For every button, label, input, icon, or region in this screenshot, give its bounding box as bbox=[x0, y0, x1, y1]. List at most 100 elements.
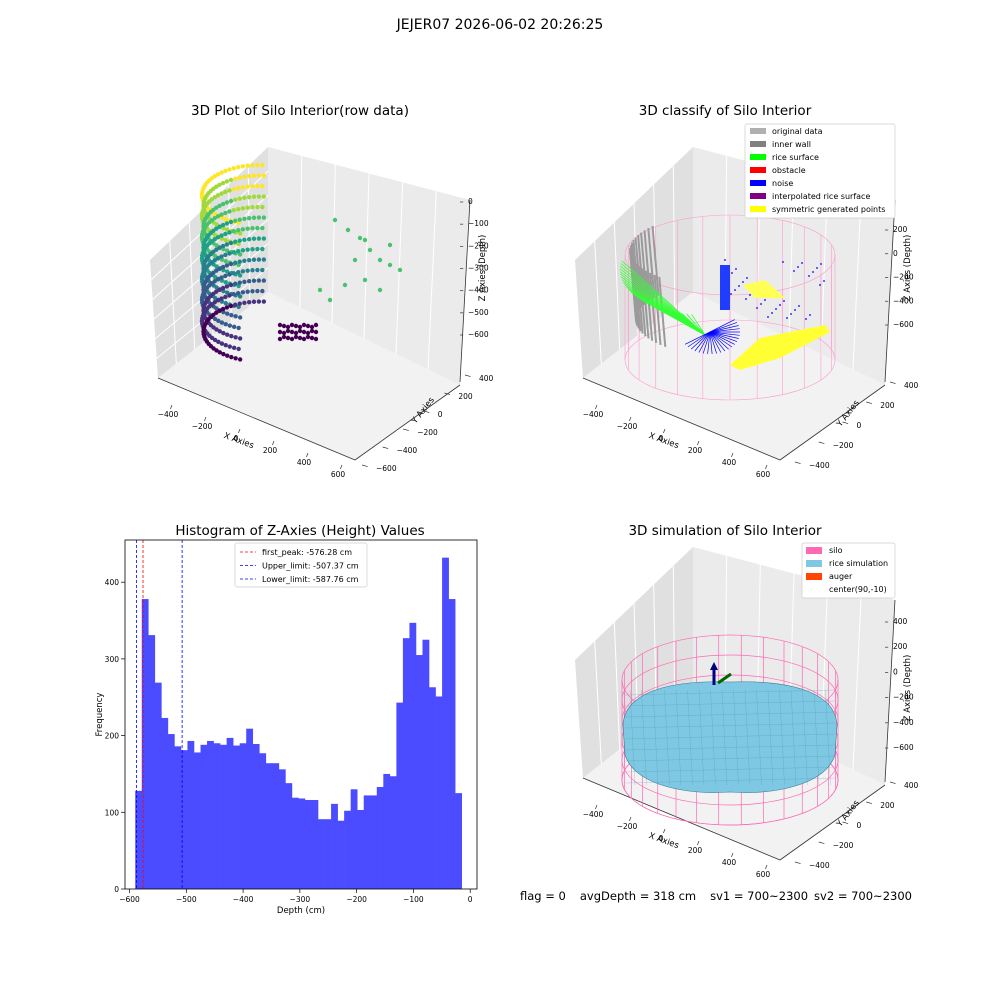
plot-frame bbox=[124, 539, 478, 890]
raw-point bbox=[245, 226, 250, 231]
axis-line bbox=[582, 777, 781, 861]
histogram-bar bbox=[265, 763, 273, 889]
classify-plot-title: 3D classify of Silo Interior bbox=[638, 103, 812, 119]
legend-swatch bbox=[750, 141, 766, 147]
raw-point bbox=[214, 289, 219, 294]
noise-ray bbox=[709, 331, 738, 342]
raw-point bbox=[228, 261, 234, 267]
y-axis-tick-label: 200 bbox=[880, 801, 895, 810]
z-axis-tick-label: −600 bbox=[893, 320, 914, 329]
histogram-bar bbox=[148, 635, 156, 889]
legend-swatch bbox=[750, 193, 766, 199]
axes-box bbox=[150, 147, 471, 461]
raw-point bbox=[227, 251, 232, 256]
raw-point bbox=[227, 230, 232, 235]
x-axis-tick bbox=[663, 428, 666, 434]
grid-line bbox=[852, 191, 862, 370]
z-axis-label: Z Axies (Depth) bbox=[903, 235, 913, 302]
y-axis-tick-label: 0 bbox=[438, 410, 443, 419]
x-axis-label: X Axies bbox=[222, 431, 255, 451]
histogram-bar bbox=[350, 789, 358, 889]
raw-point bbox=[223, 189, 228, 195]
symmetric-region bbox=[743, 280, 785, 298]
avg-depth-text: avgDepth = 318 cm bbox=[579, 889, 697, 903]
raw-point bbox=[377, 257, 383, 263]
y-axis-tick-label: 0 bbox=[857, 821, 862, 830]
grid-line bbox=[594, 641, 602, 764]
raw-point-cloud bbox=[199, 162, 403, 362]
raw-point bbox=[250, 289, 255, 294]
noise-point bbox=[742, 281, 744, 283]
histogram-bar bbox=[141, 599, 149, 889]
rice-mesh-line bbox=[825, 689, 831, 786]
x-axis-tick bbox=[697, 840, 700, 846]
raw-point bbox=[246, 278, 252, 284]
rice-mesh-line bbox=[641, 689, 647, 786]
rice-mesh-line bbox=[664, 689, 670, 786]
raw-point bbox=[227, 344, 233, 349]
raw-point bbox=[251, 215, 257, 220]
x-tick-label: −600 bbox=[119, 895, 140, 904]
histogram-bar bbox=[324, 819, 332, 889]
x-tick-label: −200 bbox=[346, 895, 367, 904]
simulation-legend: silo rice simulation auger center(90,-10) bbox=[801, 542, 896, 599]
raw-point bbox=[246, 194, 252, 200]
noise-point bbox=[767, 316, 769, 318]
axis-line bbox=[779, 784, 886, 861]
raw-point bbox=[250, 163, 255, 168]
raw-point bbox=[214, 184, 219, 189]
raw-point bbox=[219, 212, 224, 217]
histogram-bar bbox=[272, 763, 280, 889]
raw-point bbox=[231, 324, 237, 330]
grid-line bbox=[427, 191, 437, 370]
raw-point bbox=[227, 209, 232, 214]
raw-point bbox=[260, 162, 265, 168]
y-axis-tick-label: −200 bbox=[833, 841, 854, 850]
raw-point bbox=[237, 336, 243, 341]
axis-line bbox=[157, 377, 356, 461]
raw-point bbox=[260, 204, 265, 210]
noise-point bbox=[764, 299, 766, 301]
raw-point bbox=[215, 277, 221, 282]
histogram-bar bbox=[396, 702, 404, 889]
raw-point bbox=[224, 221, 230, 226]
raw-point bbox=[305, 330, 311, 336]
histogram-bar bbox=[246, 728, 254, 889]
noise-point bbox=[819, 284, 821, 286]
raw-point bbox=[221, 351, 226, 357]
rice-surface-ray bbox=[686, 313, 706, 336]
raw-point bbox=[224, 179, 230, 184]
raw-point bbox=[223, 231, 228, 237]
x-axis-label: X Axies bbox=[647, 431, 680, 451]
grid-line bbox=[594, 241, 602, 364]
legend-label: silo bbox=[829, 546, 843, 555]
raw-point bbox=[281, 323, 287, 329]
y-axis-tick-label: −400 bbox=[397, 446, 418, 455]
z-axis-tick-label: −400 bbox=[893, 718, 914, 727]
noise-ray bbox=[707, 331, 711, 354]
raw-point bbox=[261, 278, 267, 283]
legend-swatch bbox=[806, 560, 822, 567]
raw-point bbox=[256, 299, 262, 304]
grid-line bbox=[613, 222, 621, 350]
raw-point bbox=[236, 227, 241, 233]
raw-point bbox=[231, 187, 236, 192]
rice-surface-ray bbox=[620, 263, 706, 336]
raw-point bbox=[256, 215, 262, 220]
raw-point bbox=[227, 188, 232, 193]
noise-point bbox=[805, 318, 807, 320]
raw-point bbox=[242, 258, 247, 264]
y-axis-tick bbox=[444, 392, 451, 395]
legend-swatch bbox=[806, 547, 822, 554]
noise-point bbox=[731, 272, 733, 274]
noise-ray bbox=[709, 331, 735, 345]
histogram-bar bbox=[357, 809, 365, 889]
raw-point bbox=[220, 222, 226, 228]
histogram-bar bbox=[154, 682, 162, 889]
inner-wall-line bbox=[632, 239, 641, 311]
histogram-bar bbox=[252, 744, 260, 889]
axis-line bbox=[779, 384, 886, 461]
raw-point bbox=[214, 310, 219, 315]
y-tick-label: 200 bbox=[105, 732, 120, 741]
raw-point bbox=[251, 257, 257, 262]
